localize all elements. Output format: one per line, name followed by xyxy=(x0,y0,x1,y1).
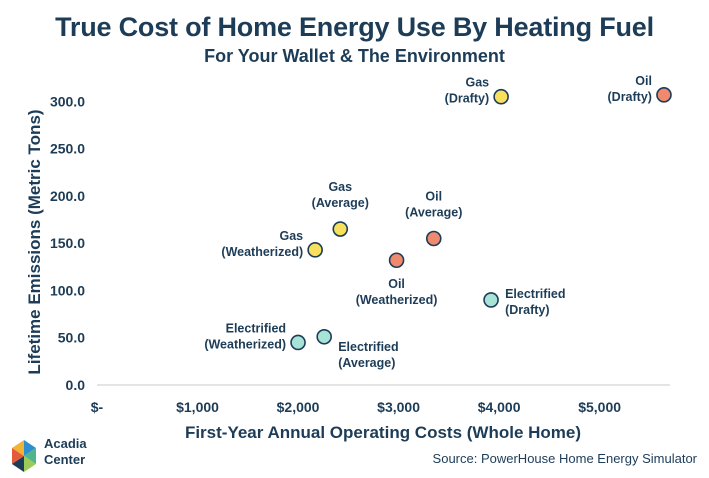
data-point-label: (Weatherized) xyxy=(204,337,286,351)
data-point-label: Electrified xyxy=(226,321,286,335)
logo-text: Acadia Center xyxy=(44,436,87,468)
chart-points: Gas (Drafty) Oil (Drafty) Gas (Average) Oil (Av… xyxy=(204,74,672,370)
data-point-label: (Weatherized) xyxy=(221,245,303,259)
y-tick-label: 150.0 xyxy=(50,235,85,251)
x-tick-label: $2,000 xyxy=(277,399,320,415)
chart-subtitle: For Your Wallet & The Environment xyxy=(204,46,505,66)
y-tick-label: 200.0 xyxy=(50,188,85,204)
data-point-label: Oil xyxy=(635,74,652,88)
x-tick-label: $1,000 xyxy=(176,399,219,415)
data-point-electrified xyxy=(483,292,499,308)
y-tick-label: 250.0 xyxy=(50,141,85,157)
data-point-label: Gas xyxy=(280,229,304,243)
data-point-label: (Weatherized) xyxy=(356,293,438,307)
y-tick-label: 0.0 xyxy=(66,377,86,393)
data-point-gas xyxy=(493,88,509,105)
x-tick-label: $- xyxy=(91,399,104,415)
data-point-gas xyxy=(307,242,323,258)
x-tick-label: $3,000 xyxy=(377,399,420,415)
source-note: Source: PowerHouse Home Energy Simulator xyxy=(432,451,697,466)
data-point-gas xyxy=(332,221,349,237)
data-point-label: Oil xyxy=(388,277,405,291)
y-axis-label: Lifetime Emissions (Metric Tons) xyxy=(25,109,44,374)
data-point-label: (Drafty) xyxy=(505,303,549,317)
data-point-label: Electrified xyxy=(505,287,565,301)
x-axis-label: First-Year Annual Operating Costs (Whole… xyxy=(185,423,581,442)
data-point-label: Gas xyxy=(465,76,489,90)
data-point-label: (Average) xyxy=(338,356,395,370)
y-tick-label: 50.0 xyxy=(58,330,85,346)
data-point-label: (Average) xyxy=(405,206,462,220)
data-point-label: Electrified xyxy=(338,340,398,354)
data-point-label: (Average) xyxy=(312,196,369,210)
data-point-label: (Drafty) xyxy=(608,90,652,104)
data-point-oil xyxy=(425,230,442,247)
x-tick-label: $5,000 xyxy=(578,399,621,415)
logo-line-1: Acadia xyxy=(44,436,87,451)
acadia-center-logo: Acadia Center xyxy=(8,436,128,476)
chart-title: True Cost of Home Energy Use By Heating … xyxy=(55,12,654,42)
data-point-label: (Drafty) xyxy=(445,92,489,106)
data-point-electrified xyxy=(316,328,332,345)
data-point-label: Oil xyxy=(425,190,442,204)
logo-line-2: Center xyxy=(44,452,86,467)
y-tick-label: 300.0 xyxy=(50,93,85,109)
chart-axes: $- $1,000 $2,000 $3,000 $4,000 $5,000 0.0 50.0 1… xyxy=(50,93,670,415)
data-point-label: Gas xyxy=(328,180,352,194)
data-point-electrified xyxy=(290,334,306,351)
x-tick-label: $4,000 xyxy=(478,399,521,415)
data-point-oil xyxy=(656,87,672,103)
acadia-logo-icon xyxy=(12,440,36,472)
y-tick-label: 100.0 xyxy=(50,282,85,298)
data-point-oil xyxy=(388,252,405,269)
